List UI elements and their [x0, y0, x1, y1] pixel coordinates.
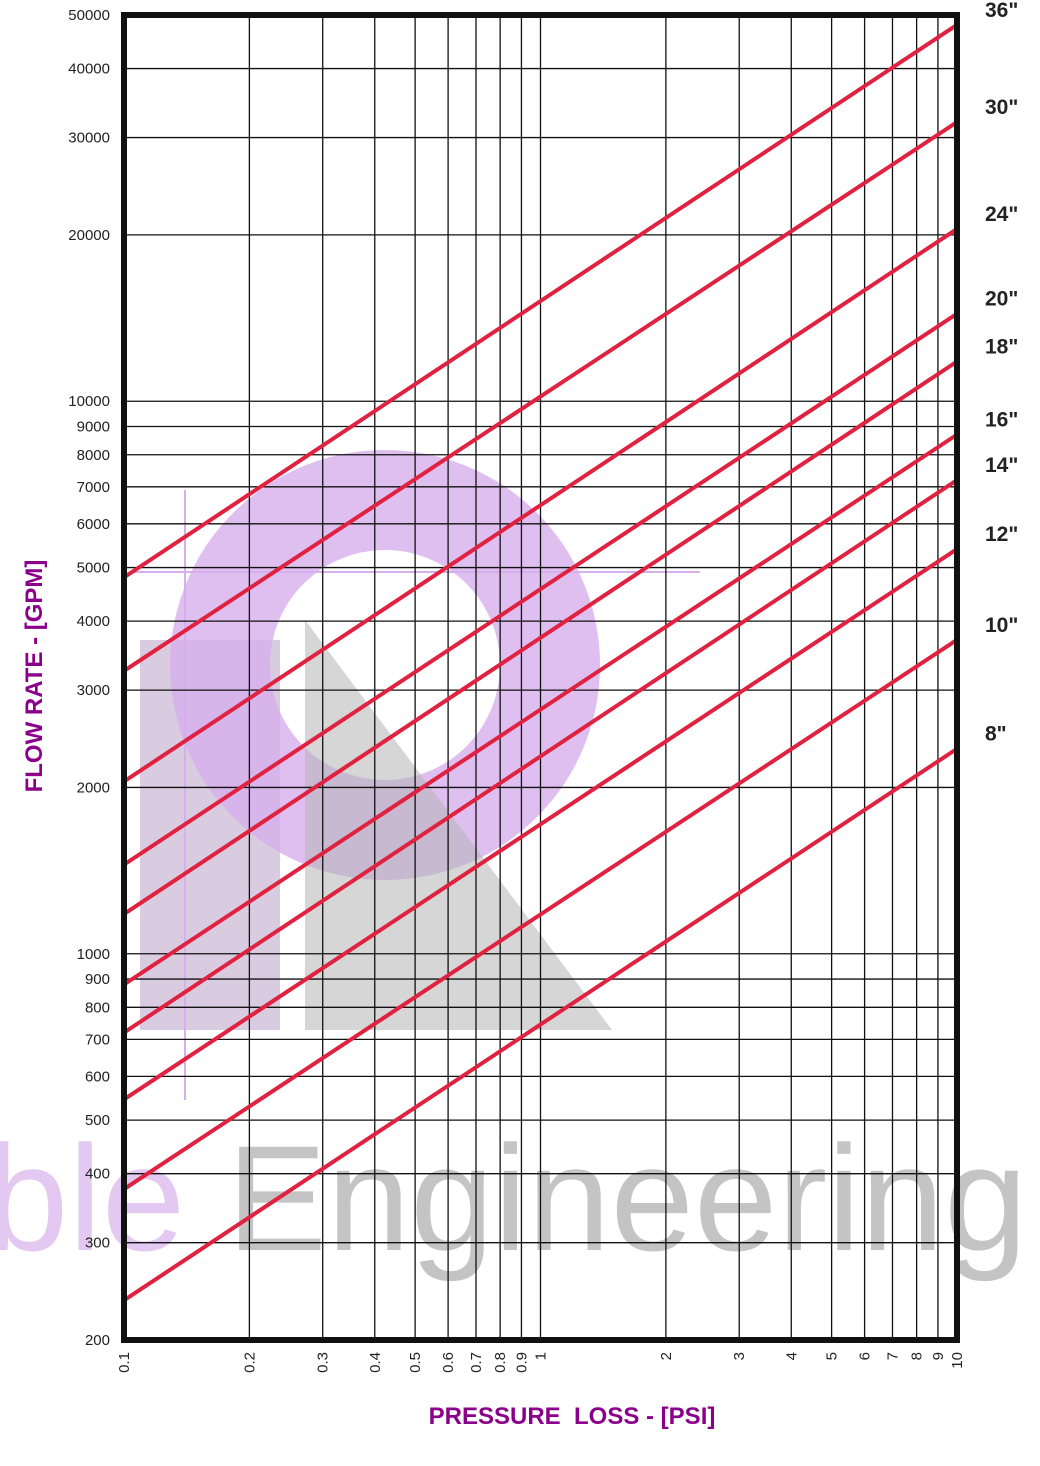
pipe-size-label: 10" [985, 614, 1018, 637]
y-tick-label: 800 [85, 999, 110, 1016]
y-tick-labels: 200 300 400 500 600 700 800 900 1000 2000 3000 4000… [68, 7, 110, 1349]
pipe-size-label: 30" [985, 96, 1018, 119]
y-tick-label: 50000 [68, 7, 110, 24]
pipe-size-label: 14" [985, 454, 1018, 477]
pipe-size-label: 20" [985, 288, 1018, 311]
grid-layer [123, 14, 958, 1341]
watermark-text-gray: Engineering [185, 1114, 1027, 1282]
x-tick-label: 0.2 [241, 1352, 258, 1373]
y-tick-label: 40000 [68, 61, 110, 78]
x-tick-label: 0.9 [513, 1352, 530, 1373]
watermark-text-colored: ble [0, 1114, 185, 1282]
x-tick-label: 6 [857, 1352, 874, 1360]
plot-frame [121, 12, 960, 1343]
y-tick-label: 10000 [68, 393, 110, 410]
y-tick-label: 8000 [77, 447, 110, 464]
x-tick-label: 0.3 [315, 1352, 332, 1373]
pipe-size-label: 12" [985, 523, 1018, 546]
y-tick-label: 200 [85, 1332, 110, 1349]
y-tick-label: 6000 [77, 516, 110, 533]
series-line [122, 547, 959, 1102]
x-tick-label: 1 [533, 1352, 550, 1360]
x-tick-label: 9 [930, 1352, 947, 1360]
x-tick-label: 8 [909, 1352, 926, 1360]
x-tick-label: 2 [658, 1352, 675, 1360]
x-tick-label: 7 [884, 1352, 901, 1360]
y-tick-label: 5000 [77, 560, 110, 577]
y-tick-label: 9000 [77, 419, 110, 436]
y-tick-label: 4000 [77, 613, 110, 630]
x-tick-label: 0.8 [492, 1352, 509, 1373]
y-tick-label: 3000 [77, 682, 110, 699]
y-tick-label: 700 [85, 1031, 110, 1048]
x-tick-label: 10 [949, 1352, 966, 1369]
pipe-size-label: 18" [985, 336, 1018, 359]
x-tick-label: 4 [783, 1352, 800, 1360]
y-tick-label: 7000 [77, 479, 110, 496]
series-line [122, 432, 959, 987]
y-tick-label: 900 [85, 971, 110, 988]
series-line [122, 747, 959, 1302]
x-tick-label: 0.5 [407, 1352, 424, 1373]
frame-layer [121, 12, 960, 1343]
x-axis-title: PRESSURE LOSS - [PSI] [429, 1403, 716, 1430]
y-tick-label: 300 [85, 1235, 110, 1252]
y-tick-label: 2000 [77, 779, 110, 796]
pipe-size-labels: 36" 30" 24" 20" 18" 16" 14" 12" 10" 8" [985, 0, 1018, 746]
x-tick-labels: 0.1 0.2 0.3 0.4 0.5 0.6 0.7 0.8 0.9 1 2 3 4 5 6 7 8 9 10 [116, 1352, 966, 1373]
series-line [122, 359, 959, 916]
x-tick-label: 3 [731, 1352, 748, 1360]
x-tick-label: 0.4 [367, 1352, 384, 1373]
y-tick-label: 1000 [77, 946, 110, 963]
series-line [122, 227, 959, 784]
series-line [122, 312, 959, 867]
pipe-size-label: 16" [985, 409, 1018, 432]
series-line [122, 638, 959, 1191]
watermark-text: ble Engineering [0, 1114, 1027, 1282]
pipe-size-label: 24" [985, 203, 1018, 226]
y-axis-title: FLOW RATE - [GPM] [21, 560, 48, 793]
pipe-size-label: 8" [985, 723, 1007, 746]
y-tick-label: 30000 [68, 130, 110, 147]
x-tick-label: 0.6 [440, 1352, 457, 1373]
series-layer [122, 23, 959, 1302]
series-line [122, 478, 959, 1035]
x-tick-label: 0.7 [468, 1352, 485, 1373]
y-tick-label: 600 [85, 1068, 110, 1085]
y-tick-label: 400 [85, 1166, 110, 1183]
y-tick-label: 20000 [68, 227, 110, 244]
x-tick-label: 0.1 [116, 1352, 133, 1373]
series-line [122, 120, 959, 673]
pipe-size-label: 36" [985, 0, 1018, 22]
y-tick-label: 500 [85, 1112, 110, 1129]
x-tick-label: 5 [824, 1352, 841, 1360]
series-line [122, 23, 959, 580]
